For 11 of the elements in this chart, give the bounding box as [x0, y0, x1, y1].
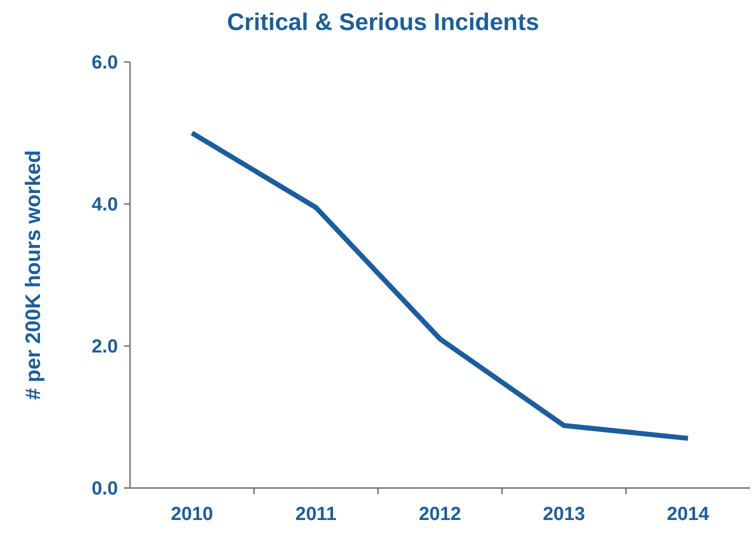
- y-tick-label: 0.0: [92, 478, 118, 500]
- y-tick-label: 4.0: [92, 194, 118, 216]
- x-tick-label: 2012: [418, 504, 462, 525]
- chart-title: Critical & Serious Incidents: [226, 9, 540, 36]
- x-tick-label: 2010: [170, 504, 214, 525]
- x-tick-label: 2013: [542, 504, 586, 525]
- y-tick-label: 2.0: [92, 336, 118, 358]
- x-tick-label: 2014: [666, 504, 710, 525]
- x-tick-label: 2011: [295, 504, 338, 525]
- y-tick-label: 6.0: [92, 52, 118, 74]
- y-axis-title: # per 200K hours worked: [22, 150, 45, 400]
